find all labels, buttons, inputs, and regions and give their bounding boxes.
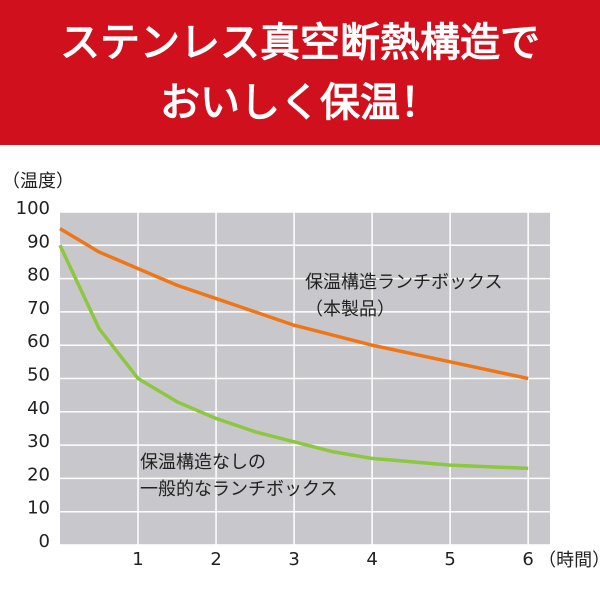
- y-tick-label: 40: [27, 398, 50, 419]
- y-tick-label: 60: [27, 331, 50, 352]
- x-tick-label: 2: [210, 549, 221, 570]
- y-tick-label: 0: [39, 531, 50, 552]
- y-tick-label: 30: [27, 431, 50, 452]
- y-tick-label: 20: [27, 464, 50, 485]
- banner-title: ステンレス真空断熱構造で: [60, 20, 540, 66]
- y-tick-label: 100: [16, 198, 50, 219]
- series-line: [58, 244, 529, 471]
- x-axis-label: （時間）: [538, 550, 600, 571]
- y-tick-label: 50: [27, 365, 50, 386]
- y-tick-label: 70: [27, 298, 50, 319]
- x-tick-label: 6: [522, 549, 533, 570]
- series-line: [59, 227, 529, 381]
- x-tick-label: 4: [366, 549, 377, 570]
- series-label: 一般的なランチボックス: [140, 479, 337, 500]
- y-tick-label: 80: [27, 265, 50, 286]
- y-axis-label: （温度）: [2, 171, 74, 192]
- x-tick-label: 5: [444, 549, 455, 570]
- x-tick-label: 1: [132, 549, 143, 570]
- y-tick-label: 10: [27, 498, 50, 519]
- banner-title: おいしく保温！: [160, 80, 440, 126]
- series-label: （本製品）: [305, 299, 395, 320]
- y-tick-label: 90: [27, 231, 50, 252]
- series-label: 保温構造なしの: [140, 452, 266, 473]
- banner: [0, 0, 600, 145]
- series-label: 保温構造ランチボックス: [305, 272, 502, 293]
- x-tick-label: 3: [288, 549, 299, 570]
